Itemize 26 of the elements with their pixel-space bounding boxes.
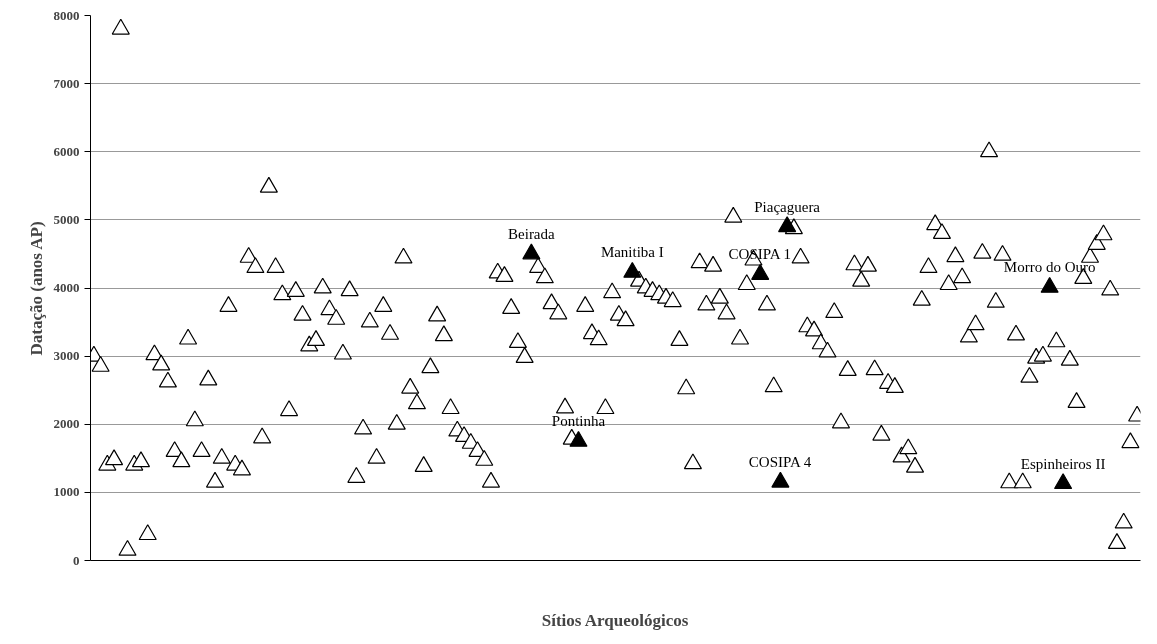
point <box>522 243 541 260</box>
y-tick-label: 2000 <box>53 416 80 432</box>
annotation: Piaçaguera <box>754 198 821 215</box>
y-tick-label: 3000 <box>53 348 80 364</box>
annotation: Morro do Ouro <box>1003 259 1096 276</box>
y-tick-label: 7000 <box>53 75 80 91</box>
point <box>751 263 770 280</box>
annotation: Beirada <box>508 225 556 242</box>
annotation: COSIPA 4 <box>748 454 812 471</box>
y-tick-label: 8000 <box>53 7 80 23</box>
point <box>1040 276 1059 293</box>
y-tick-label: 5000 <box>53 211 80 227</box>
point <box>1054 473 1073 490</box>
x-axis-title: Sítios Arqueológicos <box>541 610 689 630</box>
point <box>778 216 797 233</box>
annotation: Manitiba I <box>600 244 664 261</box>
y-tick-label: 1000 <box>53 484 80 500</box>
point <box>623 261 642 278</box>
point <box>569 430 588 447</box>
point <box>771 471 790 488</box>
y-axis-title: Datação (anos AP) <box>26 221 46 356</box>
y-tick-label: 4000 <box>53 280 80 295</box>
y-tick-label: 0 <box>73 552 80 568</box>
annotation: Espinheiros II <box>1020 455 1106 472</box>
y-tick-label: 6000 <box>53 143 80 159</box>
annotation: Pontinha <box>551 413 606 430</box>
